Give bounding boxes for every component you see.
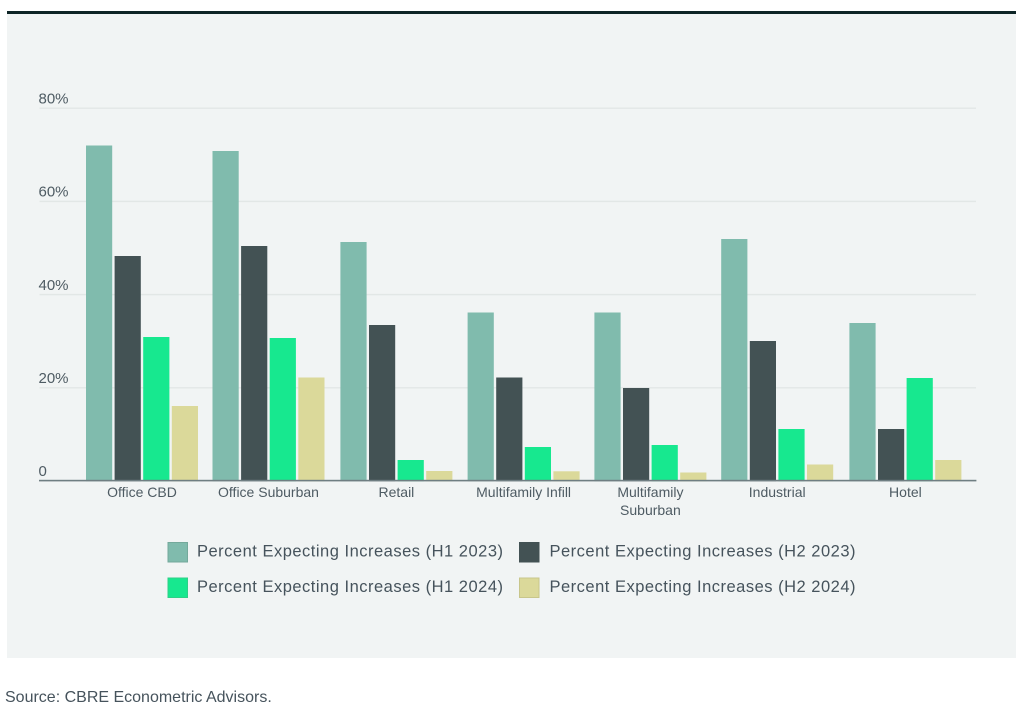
svg-text:0: 0 — [39, 463, 47, 480]
svg-text:Percent Expecting Increases (H: Percent Expecting Increases (H1 2023) — [197, 543, 504, 561]
svg-text:60%: 60% — [39, 184, 69, 201]
svg-text:Multifamily: Multifamily — [617, 484, 683, 500]
svg-text:Industrial: Industrial — [749, 484, 806, 500]
svg-text:Source: CBRE Econometric Advis: Source: CBRE Econometric Advisors. — [5, 689, 272, 706]
svg-text:Suburban: Suburban — [620, 502, 681, 518]
svg-text:80%: 80% — [39, 90, 69, 107]
svg-text:Hotel: Hotel — [889, 484, 922, 500]
svg-text:Percent Expecting Increases (H: Percent Expecting Increases (H2 2024) — [550, 578, 857, 596]
svg-text:Percent Expecting Increases (H: Percent Expecting Increases (H2 2023) — [550, 543, 857, 561]
svg-text:Percent Expecting Increases (H: Percent Expecting Increases (H1 2024) — [197, 578, 504, 596]
svg-text:Office CBD: Office CBD — [107, 484, 177, 500]
svg-text:20%: 20% — [39, 370, 69, 387]
svg-text:40%: 40% — [39, 277, 69, 294]
svg-text:Multifamily Infill: Multifamily Infill — [476, 484, 571, 500]
svg-text:Office Suburban: Office Suburban — [218, 484, 319, 500]
svg-text:Retail: Retail — [379, 484, 415, 500]
